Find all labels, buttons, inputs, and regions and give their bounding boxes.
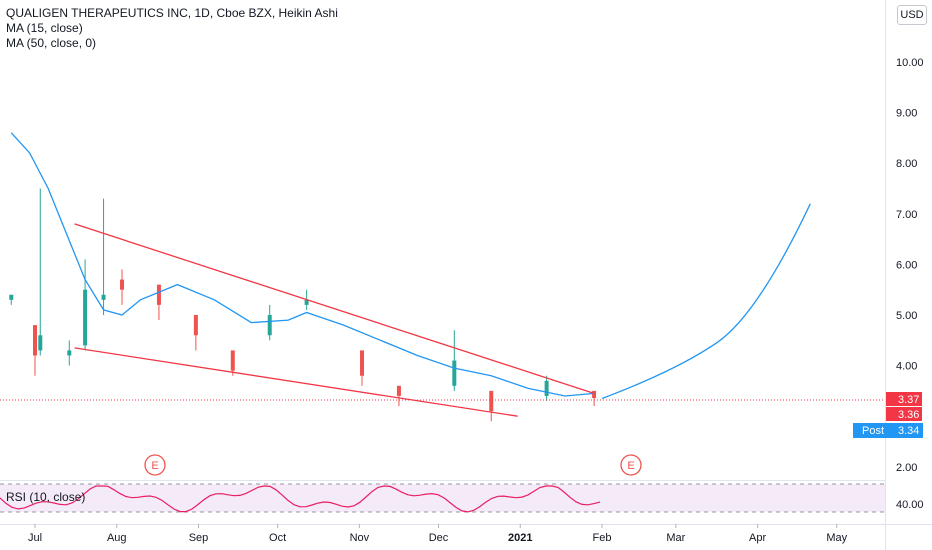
price-pane-background: [0, 0, 885, 480]
price-label-close-a: 3.37: [886, 392, 922, 406]
price-axis-tick: 6.00: [896, 259, 917, 271]
rsi-band: [0, 484, 885, 512]
post-label-value: 3.34: [898, 425, 919, 437]
candle-body: [396, 385, 401, 396]
post-label-name: Post: [862, 425, 884, 437]
time-axis-tick-label: Dec: [429, 532, 449, 544]
candle-body: [101, 294, 106, 300]
price-axis-tick: 2.00: [896, 462, 917, 474]
candle-body: [193, 315, 198, 336]
candle-body: [267, 315, 272, 336]
legend: QUALIGEN THERAPEUTICS INC, 1D, Cboe BZX,…: [6, 6, 338, 51]
time-axis-tick-label: Aug: [107, 532, 127, 544]
post-market-label: Post 3.34: [853, 423, 923, 438]
candle-body: [230, 350, 235, 371]
candle-body: [304, 299, 309, 305]
candle-body: [38, 335, 43, 351]
earnings-marker-label: E: [151, 460, 158, 472]
price-axis-tick: 10.00: [896, 57, 924, 69]
earnings-marker-label: E: [627, 460, 634, 472]
time-axis-tick-label: 2021: [508, 532, 532, 544]
candle-body: [592, 390, 597, 398]
time-axis-tick-label: Feb: [593, 532, 612, 544]
symbol-title[interactable]: QUALIGEN THERAPEUTICS INC, 1D, Cboe BZX,…: [6, 6, 338, 20]
candle-body: [544, 380, 549, 396]
time-axis-tick-label: Nov: [350, 532, 370, 544]
price-axis[interactable]: 10.00 9.00 8.00 7.00 6.00 5.00 4.00 2.00: [896, 57, 924, 474]
ma50-legend[interactable]: MA (50, close, 0): [6, 36, 97, 50]
price-label-close-b: 3.36: [886, 407, 922, 421]
price-axis-tick: 8.00: [896, 158, 917, 170]
price-label-text: 3.36: [898, 409, 919, 421]
candle-series: [9, 188, 597, 422]
candle-body: [360, 350, 365, 376]
time-axis-tick-label: Apr: [749, 532, 766, 544]
time-axis-tick-label: Mar: [666, 532, 685, 544]
earnings-marker-feb[interactable]: E: [620, 454, 642, 476]
candle-body: [83, 289, 88, 346]
price-label-text: 3.37: [898, 394, 919, 406]
currency-button[interactable]: USD: [897, 5, 927, 25]
time-axis-tick-label: Sep: [189, 532, 209, 544]
candle-body: [9, 294, 14, 300]
price-axis-tick: 9.00: [896, 108, 917, 120]
ma-15-line: [10, 132, 595, 397]
candle-body: [33, 325, 37, 356]
time-axis-tick-label: Oct: [269, 532, 286, 544]
ma15-legend[interactable]: MA (15, close): [6, 21, 83, 35]
price-axis-tick: 4.00: [896, 361, 917, 373]
earnings-marker-aug[interactable]: E: [144, 454, 166, 476]
candle-body: [120, 279, 125, 290]
trendline-lower: [74, 347, 518, 417]
candle-body: [452, 360, 457, 386]
rsi-legend[interactable]: RSI (10, close): [6, 490, 86, 504]
candle-body: [489, 390, 494, 412]
time-axis[interactable]: Jul Aug Sep Oct Nov Dec 2021 Feb Mar Apr May: [28, 524, 848, 544]
trendline-upper: [74, 223, 595, 395]
rsi-axis-tick: 40.00: [896, 499, 924, 511]
price-axis-tick: 5.00: [896, 310, 917, 322]
price-axis-tick: 7.00: [896, 209, 917, 221]
candle-body: [67, 350, 72, 356]
time-axis-tick-label: Jul: [28, 532, 42, 544]
candle-body: [156, 284, 161, 305]
projection-curve[interactable]: [601, 203, 811, 400]
time-axis-tick-label: May: [826, 532, 847, 544]
rsi-line: [0, 485, 601, 513]
trendlines[interactable]: [74, 223, 595, 417]
